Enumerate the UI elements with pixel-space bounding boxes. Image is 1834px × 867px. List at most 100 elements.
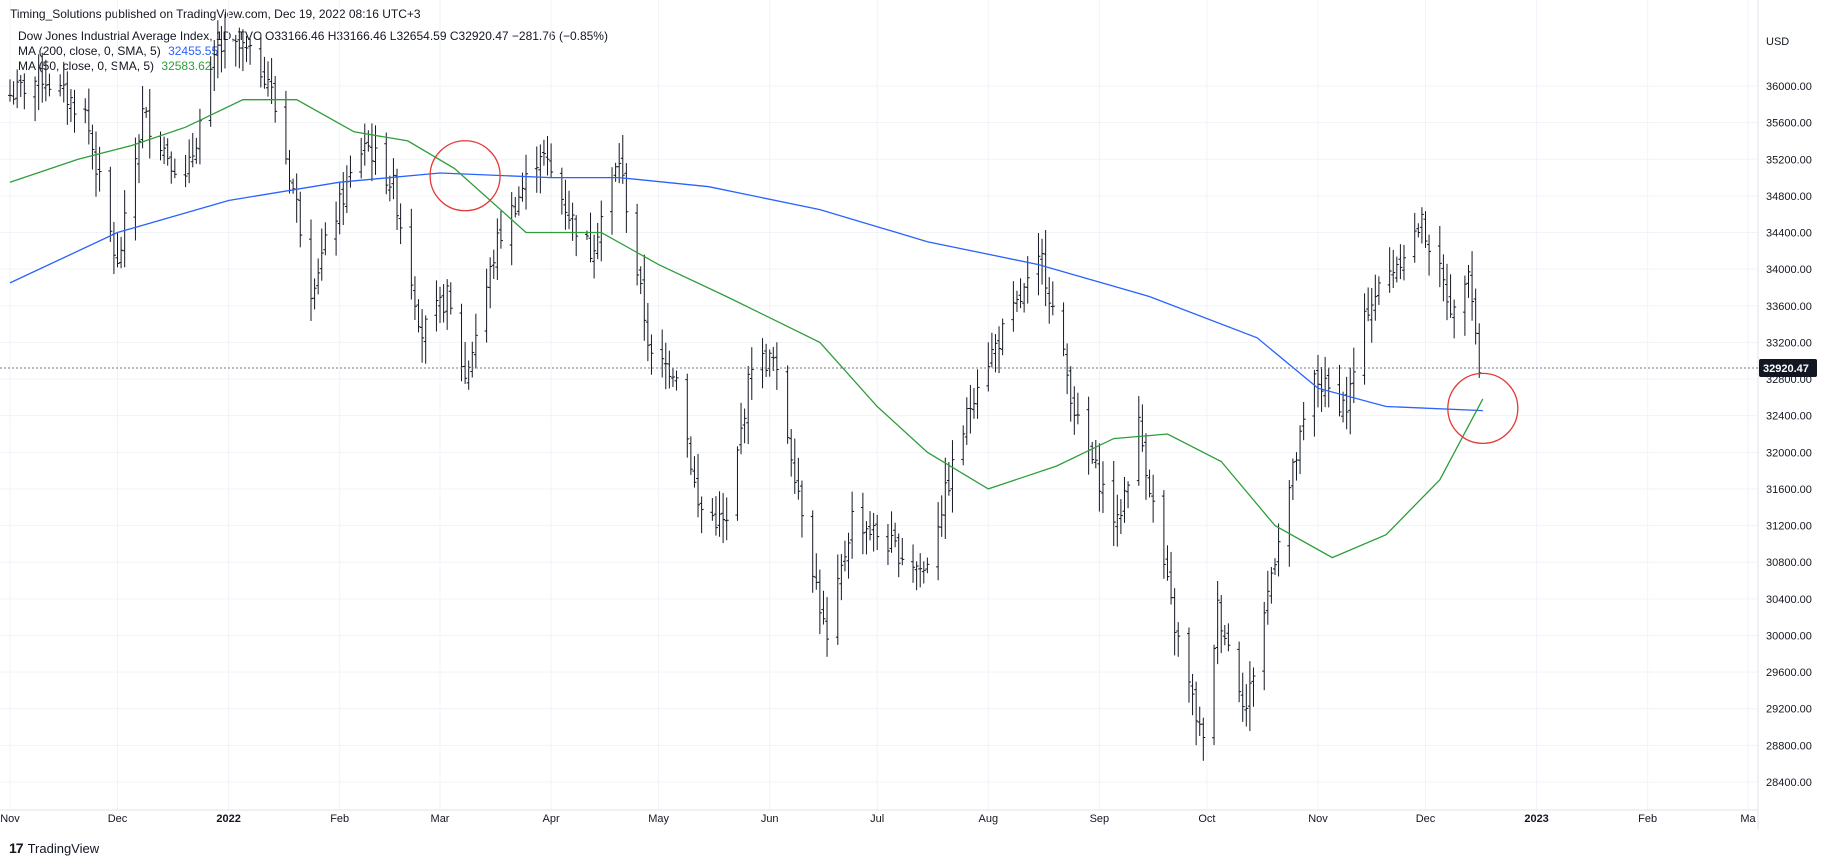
ohlc-bar — [986, 342, 991, 392]
ohlc-bar — [473, 313, 478, 369]
time-tick-label: Dec — [108, 813, 128, 825]
ohlc-bar — [1473, 288, 1478, 345]
ohlc-bar — [739, 402, 744, 455]
ohlc-bar — [298, 191, 303, 248]
ohlc-bar — [1161, 490, 1166, 579]
ohlc-bar — [1337, 364, 1342, 417]
ohlc-bar — [341, 172, 346, 226]
ohlc-bar — [620, 134, 625, 184]
ohlc-bar — [710, 498, 715, 521]
price-axis: 28400.00 28800.00 29200.00 29600.00 30000.00… — [1766, 81, 1812, 789]
ohlc-bar — [871, 512, 876, 552]
ohlc-bar — [1427, 234, 1432, 276]
ohlc-bar — [137, 134, 142, 184]
ohlc-bar — [796, 457, 801, 500]
last-price-label: 32920.47 — [1763, 363, 1809, 375]
ohlc-bar — [144, 106, 149, 118]
ohlc-bar — [244, 35, 249, 62]
ohlc-bar — [237, 27, 242, 69]
ohlc-bar — [266, 61, 271, 97]
ohlc-bar — [1369, 287, 1374, 343]
price-tick-label: 34400.00 — [1766, 228, 1812, 240]
ohlc-bar — [971, 388, 976, 419]
ohlc-bar — [1351, 347, 1356, 404]
currency-label: USD — [1766, 36, 1789, 48]
ohlc-bar — [549, 143, 554, 178]
ohlc-bar — [946, 462, 951, 496]
ohlc-bar — [420, 309, 425, 363]
ohlc-bar — [968, 384, 973, 434]
ma50-legend[interactable]: MA (50, close, 0, SMA, 5) 32583.62 — [18, 59, 211, 73]
ma200-legend[interactable]: MA (200, close, 0, SMA, 5) 32455.55 — [18, 44, 218, 58]
ohlc-bar — [724, 497, 729, 541]
ohlc-bar — [1143, 433, 1148, 500]
ohlc-bar — [1462, 275, 1467, 336]
ohlc-bar — [384, 132, 389, 195]
ohlc-bar — [43, 59, 48, 102]
ohlc-bar — [1301, 401, 1306, 441]
ohlc-bars — [8, 14, 1482, 761]
ohlc-bar — [115, 233, 120, 268]
ohlc-bar — [1244, 684, 1249, 727]
ohlc-bar — [248, 38, 253, 65]
ohlc-bar — [635, 203, 640, 286]
ohlc-bar — [1423, 211, 1428, 248]
ohlc-bar — [1269, 567, 1274, 604]
time-axis: Nov Dec 2022 Feb Mar Apr May Jun Jul Aug Sep Oct Nov… — [0, 813, 1756, 825]
time-tick-label: Dec — [1416, 813, 1436, 825]
ohlc-bar — [194, 137, 199, 164]
ohlc-bar — [348, 155, 353, 188]
ohlc-bar — [764, 343, 769, 377]
ohlc-bar — [592, 234, 597, 279]
ohlc-bar — [520, 172, 525, 202]
ohlc-bar — [1323, 356, 1328, 408]
price-tick-label: 32800.00 — [1766, 374, 1812, 386]
ohlc-bar — [771, 346, 776, 371]
ohlc-bar — [337, 182, 342, 235]
ohlc-bar — [835, 554, 840, 645]
ohlc-bar — [524, 154, 529, 210]
ohlc-bar — [1212, 644, 1217, 746]
ohlc-bar — [939, 495, 944, 537]
ohlc-bar — [595, 222, 600, 260]
ohlc-bar — [1190, 673, 1195, 716]
ohlc-bar — [699, 496, 704, 534]
footer-branding[interactable]: 17 TradingView — [9, 840, 99, 856]
ma50-value: 32583.62 — [161, 59, 212, 73]
ohlc-bar — [1065, 343, 1070, 395]
ohlc-bar — [40, 52, 45, 103]
price-tick-label: 29200.00 — [1766, 704, 1812, 716]
ohlc-bar — [334, 201, 339, 256]
price-tick-label: 35600.00 — [1766, 118, 1812, 130]
ohlc-bar — [1387, 247, 1392, 293]
ohlc-bar — [839, 554, 844, 601]
ohlc-bar — [1412, 212, 1417, 263]
ohlc-bar — [434, 280, 439, 332]
ohlc-bar — [1172, 588, 1177, 656]
ohlc-bar — [1100, 461, 1105, 514]
ohlc-bar — [18, 74, 23, 97]
ohlc-bar — [645, 302, 650, 362]
ohlc-bar — [68, 89, 73, 123]
symbol-legend[interactable]: Dow Jones Industrial Average Index, 1D, … — [18, 29, 608, 43]
ohlc-bar — [1018, 278, 1023, 309]
ohlc-bar — [316, 258, 321, 295]
ohlc-bar — [1047, 277, 1052, 324]
ohlc-bar — [438, 286, 443, 324]
ohlc-bar — [1050, 281, 1055, 316]
time-tick-label: Mar — [431, 813, 450, 825]
ohlc-bar — [1237, 641, 1242, 703]
ohlc-bar — [416, 299, 421, 333]
ohlc-bar — [269, 58, 274, 104]
ohlc-bar — [58, 74, 63, 97]
ohlc-bar — [1169, 551, 1174, 605]
ohlc-bar — [412, 276, 417, 321]
ohlc-bar — [283, 90, 288, 165]
price-tick-label: 33600.00 — [1766, 301, 1812, 313]
price-tick-label: 34000.00 — [1766, 264, 1812, 276]
ohlc-bar — [925, 557, 930, 574]
ohlc-bar — [36, 54, 41, 111]
ohlc-bar — [889, 511, 894, 553]
ohlc-bar — [498, 211, 503, 249]
